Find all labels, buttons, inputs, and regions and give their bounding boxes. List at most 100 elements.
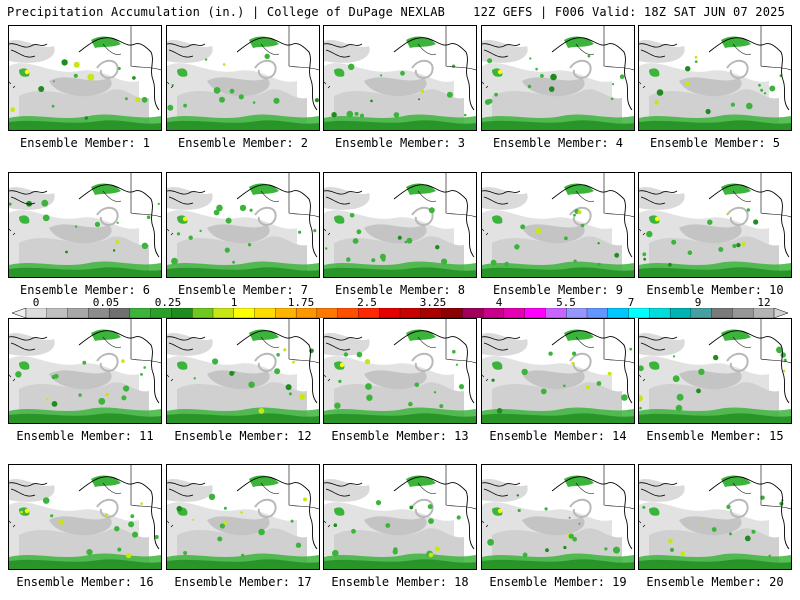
colorbar-segment: [88, 308, 110, 318]
colorbar-segment: [524, 308, 546, 318]
precipitation-map: [639, 465, 791, 569]
colorbar-segment: [171, 308, 193, 318]
colorbar-segment: [46, 308, 69, 318]
ensemble-map-panel: [166, 172, 320, 278]
colorbar-segment: [462, 308, 484, 318]
colorbar-segment: [441, 308, 463, 318]
precipitation-map: [324, 173, 476, 277]
colorbar-segment: [254, 308, 276, 318]
ensemble-member-label: Ensemble Member: 4: [492, 136, 624, 150]
colorbar-segment: [732, 308, 754, 318]
colorbar-segment: [669, 308, 692, 318]
ensemble-map-panel: [8, 172, 162, 278]
ensemble-member-label: Ensemble Member: 18: [331, 575, 469, 589]
precipitation-map: [482, 465, 634, 569]
colorbar-segment: [150, 308, 172, 318]
colorbar-tick-label: 1: [230, 296, 238, 309]
colorbar-segment: [275, 308, 297, 318]
precipitation-map: [639, 26, 791, 130]
precipitation-map: [167, 465, 319, 569]
ensemble-member-label: Ensemble Member: 5: [649, 136, 781, 150]
ensemble-member-label: Ensemble Member: 17: [174, 575, 312, 589]
colorbar-segment: [358, 308, 380, 318]
ensemble-map-panel: [638, 318, 792, 424]
colorbar-segment: [192, 308, 214, 318]
ensemble-member-label: Ensemble Member: 16: [16, 575, 154, 589]
ensemble-member-label: Ensemble Member: 15: [646, 429, 784, 443]
ensemble-map-panel: [481, 318, 635, 424]
colorbar-tick-label: 1.75: [287, 296, 315, 309]
ensemble-map-panel: [638, 172, 792, 278]
ensemble-member-label: Ensemble Member: 7: [177, 283, 309, 297]
colorbar-segment: [628, 308, 650, 318]
ensemble-member-label: Ensemble Member: 11: [16, 429, 154, 443]
colorbar: [12, 308, 788, 318]
colorbar-tick-label: 0.25: [154, 296, 182, 309]
ensemble-member-label: Ensemble Member: 9: [492, 283, 624, 297]
colorbar-segment: [607, 308, 630, 318]
colorbar-segment: [711, 308, 733, 318]
colorbar-tick-label: 9: [694, 296, 702, 309]
precipitation-map: [324, 319, 476, 423]
colorbar-segment: [129, 308, 152, 318]
colorbar-max-arrow: [773, 308, 788, 318]
precipitation-map: [9, 465, 161, 569]
ensemble-map-panel: [8, 464, 162, 570]
colorbar-tick-label: 7: [627, 296, 635, 309]
ensemble-map-panel: [323, 25, 477, 131]
ensemble-map-panel: [8, 25, 162, 131]
precipitation-map: [167, 173, 319, 277]
precipitation-map: [639, 173, 791, 277]
ensemble-map-panel: [638, 464, 792, 570]
ensemble-member-label: Ensemble Member: 2: [177, 136, 309, 150]
colorbar-segment: [420, 308, 443, 318]
run-valid-time: 12Z GEFS | F006 Valid: 18Z SAT JUN 07 20…: [473, 5, 785, 19]
colorbar-segment: [337, 308, 359, 318]
precipitation-map: [324, 26, 476, 130]
precipitation-map: [167, 26, 319, 130]
ensemble-member-label: Ensemble Member: 6: [19, 283, 151, 297]
ensemble-map-panel: [166, 464, 320, 570]
colorbar-segment: [649, 308, 671, 318]
colorbar-segment: [212, 308, 235, 318]
precipitation-map: [482, 319, 634, 423]
ensemble-member-label: Ensemble Member: 8: [334, 283, 466, 297]
ensemble-member-label: Ensemble Member: 3: [334, 136, 466, 150]
ensemble-map-panel: [166, 25, 320, 131]
precipitation-map: [9, 319, 161, 423]
ensemble-map-panel: [481, 172, 635, 278]
ensemble-map-panel: [323, 172, 477, 278]
ensemble-member-label: Ensemble Member: 19: [489, 575, 627, 589]
ensemble-member-label: Ensemble Member: 20: [646, 575, 784, 589]
precipitation-map: [324, 465, 476, 569]
precipitation-map: [639, 319, 791, 423]
ensemble-member-label: Ensemble Member: 10: [646, 283, 784, 297]
ensemble-map-panel: [638, 25, 792, 131]
colorbar-segment: [233, 308, 256, 318]
colorbar-tick-labels: 0 0.05 0.25 1 1.75 2.5 3.25 4 5.5 7 9 12: [0, 296, 800, 309]
colorbar-segment: [399, 308, 422, 318]
colorbar-segment: [25, 308, 48, 318]
colorbar-segment: [566, 308, 588, 318]
ensemble-member-label: Ensemble Member: 12: [174, 429, 312, 443]
precipitation-map: [482, 173, 634, 277]
colorbar-tick-label: 0: [32, 296, 40, 309]
colorbar-segment: [586, 308, 609, 318]
ensemble-member-label: Ensemble Member: 1: [19, 136, 151, 150]
ensemble-member-label: Ensemble Member: 13: [331, 429, 469, 443]
colorbar-segment: [67, 308, 89, 318]
colorbar-segment: [503, 308, 526, 318]
precipitation-map: [9, 26, 161, 130]
colorbar-segment: [316, 308, 339, 318]
colorbar-tick-label: 5.5: [556, 296, 576, 309]
ensemble-map-panel: [8, 318, 162, 424]
colorbar-segment: [690, 308, 713, 318]
precipitation-map: [167, 319, 319, 423]
colorbar-segment: [295, 308, 318, 318]
colorbar-tick-label: 2.5: [357, 296, 377, 309]
precipitation-map: [482, 26, 634, 130]
ensemble-map-panel: [323, 318, 477, 424]
colorbar-segment: [753, 308, 775, 318]
ensemble-map-panel: [481, 25, 635, 131]
colorbar-segment: [482, 308, 505, 318]
